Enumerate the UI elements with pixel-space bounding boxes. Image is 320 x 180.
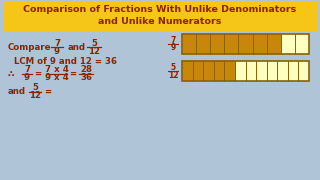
Bar [235,61,309,81]
Text: =: = [44,87,52,96]
Text: 5: 5 [32,84,38,93]
Bar [281,34,309,54]
Text: and Unlike Numerators: and Unlike Numerators [98,17,222,26]
Text: 7: 7 [54,39,60,48]
Text: and: and [8,87,26,96]
Text: =: = [35,69,42,78]
Text: ∴: ∴ [8,69,14,78]
Text: Compare: Compare [8,42,52,51]
Text: 7 x 4: 7 x 4 [45,66,69,75]
Text: 12: 12 [168,71,178,80]
Text: 12: 12 [29,91,41,100]
Text: Comparison of Fractions With Unlike Denominators: Comparison of Fractions With Unlike Deno… [23,6,297,15]
Text: 7: 7 [24,66,30,75]
Text: and: and [68,42,86,51]
Bar [3,2,317,32]
Bar [182,34,309,54]
Text: =: = [69,69,76,78]
Text: 9 x 4: 9 x 4 [45,73,69,82]
Text: 36: 36 [80,73,92,82]
Text: 5: 5 [91,39,97,48]
Text: 9: 9 [24,73,30,82]
Bar [182,61,235,81]
Bar [182,34,281,54]
Text: 9: 9 [170,43,176,52]
Text: 5: 5 [171,63,176,72]
Text: 9: 9 [54,46,60,55]
Text: 7: 7 [170,36,176,45]
Text: LCM of 9 and 12 = 36: LCM of 9 and 12 = 36 [13,57,116,66]
Text: 12: 12 [88,46,100,55]
Text: 28: 28 [80,66,92,75]
Bar [182,61,309,81]
